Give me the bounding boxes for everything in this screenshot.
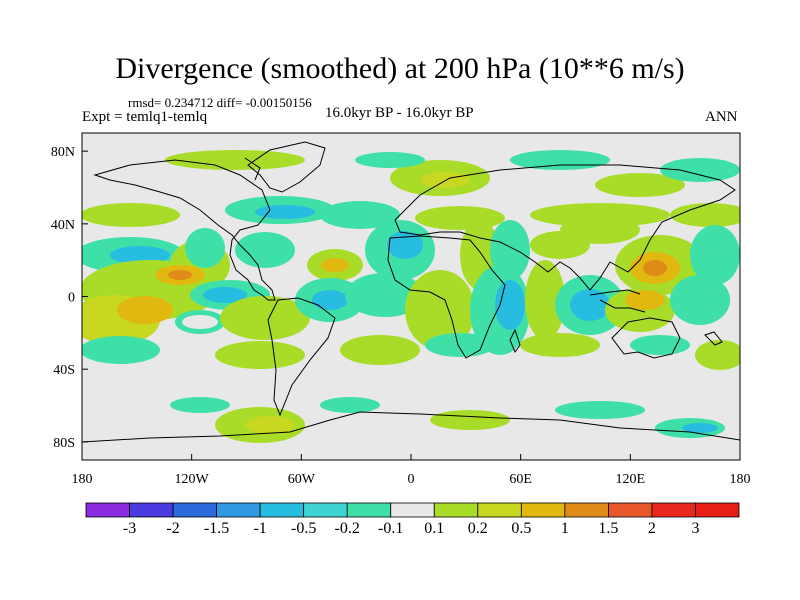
experiment-label: Expt = temlq1-temlq bbox=[82, 109, 208, 125]
colorbar-label: -1 bbox=[253, 520, 267, 537]
colorbar-label: -3 bbox=[122, 520, 137, 537]
colorbar-swatch bbox=[216, 502, 261, 518]
y-tick-label: 80N bbox=[51, 145, 75, 160]
colorbar-label: -0.5 bbox=[290, 520, 317, 537]
colorbar-swatch bbox=[433, 502, 479, 518]
colorbar-swatch bbox=[303, 502, 348, 518]
colorbar-label: -1.5 bbox=[203, 520, 230, 537]
colorbar-label: 0.1 bbox=[424, 520, 445, 537]
y-tick-label: 0 bbox=[68, 291, 75, 306]
colorbar-swatch bbox=[85, 502, 130, 518]
x-tick-label: 0 bbox=[408, 472, 415, 487]
colorbar-swatch bbox=[390, 502, 435, 518]
colorbar-label: -0.2 bbox=[334, 520, 360, 537]
y-tick-label: 80S bbox=[53, 436, 75, 451]
coastlines bbox=[82, 141, 740, 443]
colorbar bbox=[85, 502, 740, 518]
colorbar-swatch bbox=[477, 502, 522, 518]
colorbar-label: 0.2 bbox=[467, 520, 488, 537]
colorbar-label: -2 bbox=[166, 520, 180, 537]
x-tick-label: 180 bbox=[730, 472, 751, 487]
colorbar-swatch bbox=[259, 502, 305, 518]
y-tick-label: 40S bbox=[53, 363, 75, 378]
period-label: 16.0kyr BP - 16.0kyr BP bbox=[325, 105, 474, 121]
x-tick-label: 60E bbox=[509, 472, 532, 487]
colorbar-swatch bbox=[172, 502, 217, 518]
axis-tick-labels: 180 120W 60W 0 60E 120E 180 80N 40N 0 40S 80S bbox=[51, 145, 751, 487]
colorbar-label: 1.5 bbox=[598, 520, 619, 537]
rmsd-stats: rmsd= 0.234712 diff= -0.00150156 bbox=[128, 95, 312, 110]
colorbar-swatch bbox=[520, 502, 566, 518]
colorbar-label: 3 bbox=[691, 520, 700, 537]
x-tick-label: 120E bbox=[616, 472, 646, 487]
y-tick-label: 40N bbox=[51, 218, 75, 233]
colorbar-swatch bbox=[129, 502, 174, 518]
chart-title: Divergence (smoothed) at 200 hPa (10**6 … bbox=[115, 52, 685, 85]
axis-ticks bbox=[81, 150, 741, 460]
colorbar-label: 1 bbox=[560, 520, 569, 537]
colorbar-label: 0.5 bbox=[511, 520, 532, 537]
colorbar-swatch bbox=[695, 502, 740, 518]
x-tick-label: 60W bbox=[288, 472, 316, 487]
x-tick-label: 180 bbox=[72, 472, 93, 487]
x-tick-label: 120W bbox=[175, 472, 210, 487]
colorbar-swatch bbox=[564, 502, 609, 518]
colorbar-swatch bbox=[608, 502, 653, 518]
colorbar-label: 2 bbox=[647, 520, 656, 537]
divergence-contours bbox=[82, 150, 740, 443]
colorbar-swatch bbox=[346, 502, 392, 518]
colorbar-swatch bbox=[651, 502, 696, 518]
season-label: ANN bbox=[705, 109, 738, 125]
colorbar-label: -0.1 bbox=[378, 520, 404, 537]
